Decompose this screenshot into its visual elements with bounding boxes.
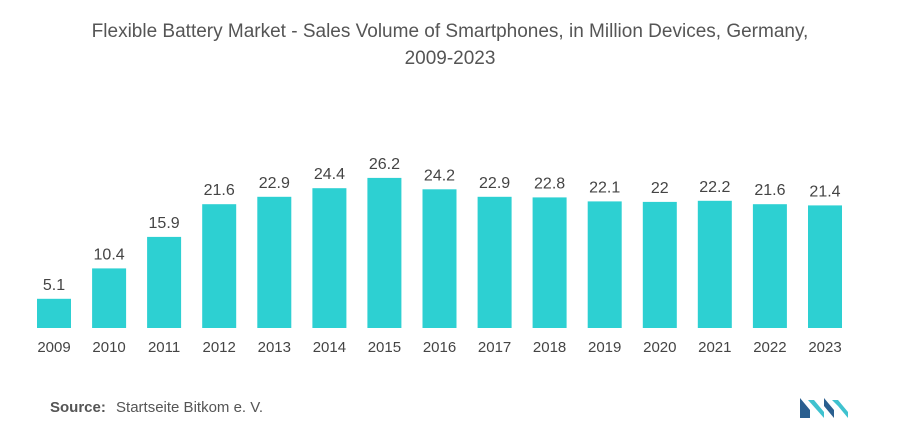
x-tick-label-2022: 2022 — [753, 339, 786, 356]
bar-2013 — [257, 196, 292, 328]
x-tick-label-2013: 2013 — [258, 339, 291, 356]
value-label-2010: 10.4 — [94, 246, 125, 263]
x-tick-label-2016: 2016 — [423, 339, 456, 356]
value-label-2022: 21.6 — [754, 182, 785, 199]
x-tick-label-2020: 2020 — [643, 339, 676, 356]
value-label-2012: 21.6 — [204, 182, 235, 199]
value-label-2014: 24.4 — [314, 166, 345, 183]
source-text: Startseite Bitkom e. V. — [116, 399, 264, 416]
bar-2023 — [808, 205, 842, 328]
x-tick-label-2018: 2018 — [533, 339, 566, 356]
chart-title-line-2: 2009-2023 — [404, 48, 496, 69]
bar-2017 — [477, 196, 512, 328]
x-tick-label-2011: 2011 — [148, 339, 180, 356]
value-label-2009: 5.1 — [43, 277, 65, 294]
x-tick-label-2021: 2021 — [698, 339, 731, 356]
bar-2021 — [697, 200, 732, 328]
value-label-2019: 22.1 — [589, 179, 620, 196]
chart-title: Flexible Battery Market - Sales Volume o… — [0, 18, 900, 72]
bar-2020 — [642, 201, 677, 328]
bar-2022 — [752, 204, 787, 328]
x-tick-label-2023: 2023 — [808, 339, 841, 356]
value-label-2011: 15.9 — [149, 215, 180, 232]
x-tick-label-2012: 2012 — [203, 339, 236, 356]
value-label-2020: 22 — [651, 180, 669, 197]
bar-2012 — [202, 204, 237, 328]
x-tick-label-2017: 2017 — [478, 339, 511, 356]
mordor-logo-icon — [800, 398, 848, 418]
x-tick-label-2019: 2019 — [588, 339, 621, 356]
x-tick-label-2009: 2009 — [37, 339, 70, 356]
bar-2009 — [37, 298, 71, 328]
x-tick-label-2014: 2014 — [313, 339, 346, 356]
bar-2019 — [587, 201, 622, 328]
value-label-2015: 26.2 — [369, 156, 400, 173]
bar-2018 — [532, 197, 567, 328]
bar-2015 — [367, 177, 402, 328]
x-tick-label-2015: 2015 — [368, 339, 401, 356]
bar-2011 — [147, 236, 182, 328]
chart-title-line-1: Flexible Battery Market - Sales Volume o… — [91, 21, 809, 42]
value-label-2016: 24.2 — [424, 167, 455, 184]
bar-2010 — [92, 268, 127, 328]
source-note: Source: Startseite Bitkom e. V. — [50, 399, 263, 416]
bar-2014 — [312, 188, 347, 328]
source-label: Source: — [50, 399, 106, 416]
value-label-2013: 22.9 — [259, 175, 290, 192]
value-label-2017: 22.9 — [479, 175, 510, 192]
bar-2016 — [422, 189, 457, 328]
value-label-2023: 21.4 — [809, 183, 840, 200]
x-tick-label-2010: 2010 — [92, 339, 125, 356]
value-label-2018: 22.8 — [534, 175, 565, 192]
value-label-2021: 22.2 — [699, 179, 730, 196]
